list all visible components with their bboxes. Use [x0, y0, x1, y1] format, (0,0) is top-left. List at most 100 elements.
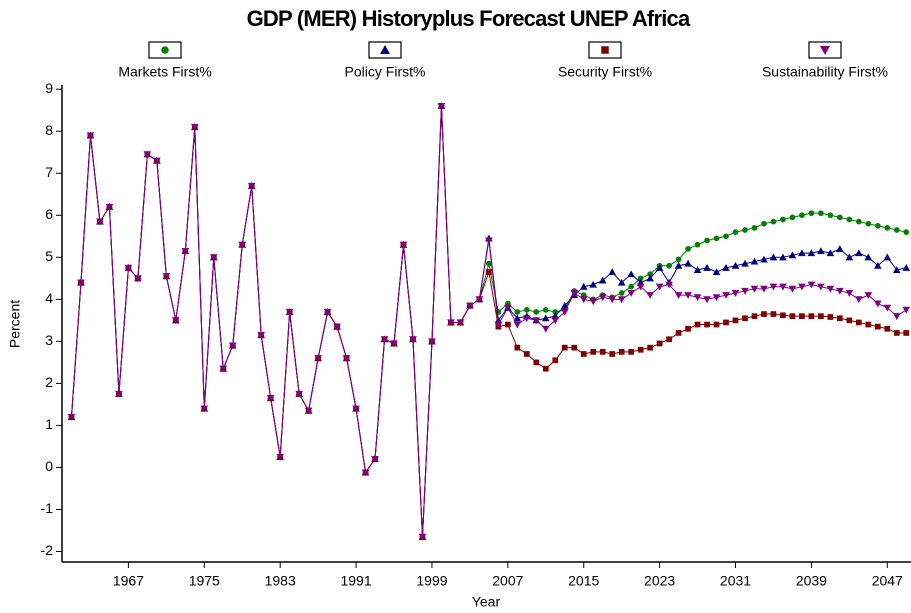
marker — [855, 249, 863, 257]
series — [67, 102, 911, 541]
marker — [818, 210, 824, 217]
marker — [826, 249, 835, 257]
legend-label: Markets First% — [118, 64, 211, 80]
marker — [694, 241, 701, 248]
y-tick-label: -2 — [41, 542, 54, 558]
marker — [704, 321, 710, 328]
marker — [846, 317, 853, 324]
marker — [523, 315, 531, 323]
marker — [893, 330, 900, 336]
marker — [371, 455, 379, 463]
marker — [902, 264, 911, 271]
marker — [504, 321, 511, 328]
marker — [418, 533, 427, 541]
marker — [456, 319, 465, 327]
marker — [209, 254, 218, 262]
x-tick-label: 2039 — [796, 573, 827, 589]
marker — [666, 262, 672, 269]
series — [68, 103, 910, 540]
series-line — [70, 105, 907, 537]
marker — [873, 300, 882, 308]
chart-title: GDP (MER) Historyplus Forecast UNEP Afri… — [247, 6, 691, 31]
marker — [684, 259, 692, 267]
y-tick-label: 2 — [45, 374, 53, 390]
marker — [647, 271, 653, 277]
marker — [837, 214, 843, 221]
marker — [552, 357, 559, 364]
legend-label: Sustainability First% — [762, 64, 888, 80]
marker — [352, 405, 360, 413]
marker — [513, 314, 522, 322]
marker — [646, 292, 654, 299]
marker — [627, 289, 635, 297]
marker — [504, 304, 512, 312]
marker — [475, 296, 484, 304]
marker — [570, 289, 579, 297]
marker — [760, 285, 768, 293]
marker — [172, 317, 180, 325]
marker — [523, 351, 530, 357]
marker — [769, 253, 778, 261]
marker — [647, 344, 653, 351]
marker — [561, 344, 568, 351]
marker — [333, 323, 341, 331]
marker — [712, 294, 721, 302]
marker — [323, 308, 332, 316]
x-tick-label: 1991 — [340, 573, 371, 589]
marker — [704, 237, 710, 244]
x-tick-label: 1983 — [265, 573, 296, 589]
legend-label: Policy First% — [345, 64, 426, 80]
x-tick-label: 1999 — [416, 573, 447, 589]
marker — [608, 296, 616, 304]
marker — [798, 249, 806, 257]
marker — [874, 323, 881, 330]
marker — [399, 241, 408, 249]
marker — [751, 225, 758, 231]
marker — [636, 283, 645, 291]
marker — [134, 275, 142, 283]
marker — [741, 259, 749, 267]
marker — [228, 342, 237, 350]
marker — [731, 261, 740, 269]
legend-marker — [380, 45, 390, 54]
marker — [837, 315, 843, 322]
marker — [532, 317, 541, 325]
marker — [731, 289, 740, 297]
marker — [693, 266, 702, 273]
marker — [742, 227, 748, 233]
marker — [514, 309, 521, 315]
x-tick-label: 2023 — [644, 573, 675, 589]
x-tick-label: 2047 — [872, 573, 903, 589]
legend-marker — [820, 46, 830, 55]
marker — [447, 319, 455, 327]
marker — [674, 261, 683, 269]
legend-label: Security First% — [558, 64, 652, 80]
marker — [845, 289, 854, 297]
marker — [741, 287, 749, 295]
marker — [523, 306, 530, 313]
marker — [713, 235, 720, 242]
marker — [864, 292, 873, 299]
marker — [617, 296, 626, 304]
marker — [486, 260, 492, 267]
marker — [685, 325, 691, 332]
marker — [560, 308, 569, 316]
marker — [780, 216, 786, 223]
marker — [304, 407, 313, 415]
marker — [779, 283, 787, 291]
marker — [655, 264, 664, 271]
marker — [798, 283, 806, 291]
marker — [779, 253, 787, 261]
legend-marker — [161, 46, 169, 54]
marker — [722, 292, 730, 299]
marker — [219, 365, 228, 373]
marker — [674, 292, 683, 299]
marker — [552, 309, 559, 315]
y-tick-label: 1 — [45, 416, 53, 432]
y-tick-label: -1 — [41, 500, 54, 516]
marker — [723, 233, 729, 240]
marker — [807, 281, 816, 289]
marker — [598, 294, 607, 302]
marker — [276, 453, 284, 461]
marker — [827, 212, 834, 219]
